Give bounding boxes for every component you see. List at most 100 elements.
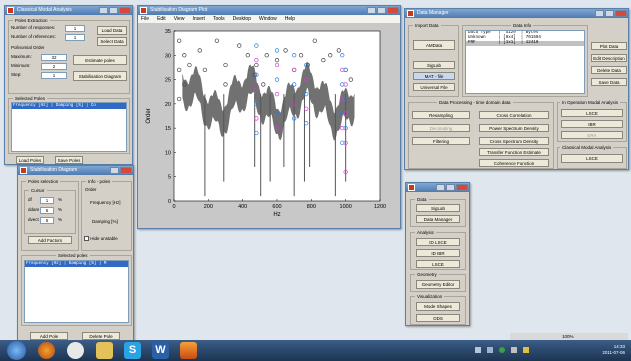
toolbox-siglab-button[interactable]: SigLab bbox=[416, 204, 460, 212]
menu-view[interactable]: View bbox=[173, 16, 185, 22]
word-icon[interactable]: W bbox=[152, 342, 169, 359]
minimize-icon[interactable] bbox=[367, 7, 376, 14]
selected-poles-header[interactable]: Frequency [Hz] | Damping [%] | Co bbox=[12, 103, 126, 109]
menu-edit[interactable]: Edit bbox=[157, 16, 166, 22]
load-data-button[interactable]: Load Data bbox=[97, 26, 127, 35]
universal-file-button[interactable]: Universal File bbox=[413, 83, 455, 91]
data-point[interactable] bbox=[292, 82, 297, 87]
data-point[interactable] bbox=[343, 82, 348, 87]
geometry-editor-button[interactable]: Geometry Editor bbox=[416, 280, 460, 289]
data-point[interactable] bbox=[304, 106, 309, 111]
data-point[interactable] bbox=[292, 116, 297, 121]
select-data-button[interactable]: Select Data bbox=[97, 37, 127, 46]
checkbox-icon[interactable] bbox=[84, 236, 89, 242]
folder-icon[interactable] bbox=[96, 342, 113, 359]
data-point[interactable] bbox=[304, 77, 309, 82]
maximize-icon[interactable] bbox=[446, 184, 455, 191]
data-point[interactable] bbox=[340, 96, 345, 102]
data-point[interactable] bbox=[343, 111, 348, 116]
data-point[interactable] bbox=[182, 53, 187, 58]
data-point[interactable] bbox=[274, 57, 280, 63]
data-point[interactable] bbox=[274, 125, 280, 131]
add-pole-button[interactable]: Add Pole bbox=[30, 332, 68, 340]
data-point[interactable] bbox=[202, 67, 208, 73]
oma-ibr-button[interactable]: IBR bbox=[561, 120, 623, 128]
data-point[interactable] bbox=[237, 43, 242, 48]
stabilisation-chart[interactable]: 0 200 400 600 800 1000 1200 0 5 10 15 20 25 30 35 Hz Ord… bbox=[138, 23, 401, 229]
maximize-icon[interactable] bbox=[605, 10, 614, 17]
minimize-icon[interactable] bbox=[99, 7, 108, 14]
ddam-input[interactable]: 5 bbox=[40, 207, 54, 214]
data-point[interactable] bbox=[348, 77, 353, 82]
menu-insert[interactable]: Insert bbox=[192, 16, 205, 22]
load-poles-button[interactable]: Load Poles bbox=[16, 156, 44, 164]
stab-selected-poles-list[interactable]: Frequency [Hz] | Damping [%] | M bbox=[24, 260, 129, 323]
data-point[interactable] bbox=[254, 130, 259, 136]
data-point[interactable] bbox=[254, 101, 259, 107]
edit-description-button[interactable]: Edit Description bbox=[591, 54, 627, 62]
ods-button[interactable]: ODS bbox=[416, 314, 460, 322]
minimize-icon[interactable] bbox=[110, 167, 119, 174]
save-poles-button[interactable]: Save Poles bbox=[55, 156, 83, 164]
menu-file[interactable]: File bbox=[141, 16, 150, 22]
add-factors-button[interactable]: Add Factors bbox=[28, 236, 72, 244]
data-point[interactable] bbox=[340, 53, 345, 58]
data-point[interactable] bbox=[304, 91, 309, 97]
data-point[interactable] bbox=[223, 82, 228, 87]
data-point[interactable] bbox=[343, 140, 348, 145]
data-point[interactable] bbox=[254, 43, 259, 48]
data-manager-titlebar[interactable]: Data Manager bbox=[405, 9, 628, 18]
maximize-icon[interactable] bbox=[377, 7, 386, 14]
firefox-icon[interactable] bbox=[38, 342, 55, 359]
data-point[interactable] bbox=[252, 72, 257, 77]
num-responses-input[interactable]: 1 bbox=[65, 25, 85, 32]
data-info-row[interactable]: Unknown | [8x4] | 701504 bbox=[468, 36, 541, 40]
data-point[interactable] bbox=[177, 38, 182, 43]
data-point[interactable] bbox=[182, 82, 187, 87]
close-icon[interactable] bbox=[119, 7, 131, 14]
menu-tools[interactable]: Tools bbox=[212, 16, 225, 22]
start-button-icon[interactable] bbox=[7, 341, 26, 360]
data-info-row-selected[interactable]: FRF | [1x1] | 12410 bbox=[466, 41, 584, 46]
data-point[interactable] bbox=[177, 96, 182, 102]
data-point[interactable] bbox=[223, 62, 228, 68]
toolbox-data-manager-button[interactable]: Data Manager bbox=[416, 215, 460, 223]
oma-era-button[interactable]: ERA bbox=[561, 131, 623, 139]
toolbox-titlebar[interactable] bbox=[406, 183, 469, 192]
tray-network-icon[interactable] bbox=[487, 347, 493, 353]
mat-file-button[interactable]: MAT - file bbox=[413, 72, 455, 80]
data-point[interactable] bbox=[340, 67, 345, 73]
data-point[interactable] bbox=[254, 87, 259, 92]
mode-shapes-button[interactable]: Mode Shapes bbox=[416, 302, 460, 311]
data-point[interactable] bbox=[304, 121, 309, 126]
minimum-input[interactable]: 2 bbox=[41, 63, 67, 70]
data-info-list[interactable]: Data Type | Size | Bytes Unknown | [8x4]… bbox=[465, 30, 585, 94]
tray-status-icon[interactable] bbox=[499, 347, 505, 353]
data-point[interactable] bbox=[261, 82, 266, 87]
toolbox-id-lsce-button[interactable]: ID LSCE bbox=[416, 238, 460, 246]
data-point[interactable] bbox=[336, 48, 341, 53]
tray-flag-icon[interactable] bbox=[475, 347, 481, 353]
stab-selected-poles-header[interactable]: Frequency [Hz] | Damping [%] | M bbox=[25, 261, 128, 267]
close-icon[interactable] bbox=[615, 10, 627, 17]
close-icon[interactable] bbox=[120, 167, 132, 174]
data-point[interactable] bbox=[274, 62, 280, 68]
data-point[interactable] bbox=[292, 67, 297, 73]
data-point[interactable] bbox=[245, 53, 250, 58]
delete-data-button[interactable]: Delete Data bbox=[591, 66, 627, 74]
save-data-button[interactable]: Save Data bbox=[591, 78, 627, 86]
maximize-icon[interactable] bbox=[109, 7, 118, 14]
toolbox-lsce-button[interactable]: LSCE bbox=[416, 260, 460, 268]
close-icon[interactable] bbox=[456, 184, 468, 191]
data-point[interactable] bbox=[274, 48, 280, 53]
data-point[interactable] bbox=[305, 62, 311, 68]
stab-window-titlebar[interactable]: Stabilisation Diagram bbox=[18, 166, 133, 175]
data-point[interactable] bbox=[343, 169, 348, 175]
data-point[interactable] bbox=[187, 62, 192, 68]
close-icon[interactable] bbox=[387, 7, 399, 14]
data-point[interactable] bbox=[177, 67, 182, 73]
data-point[interactable] bbox=[312, 38, 317, 43]
toolbox-id-ibr-button[interactable]: ID IBR bbox=[416, 249, 460, 257]
data-point[interactable] bbox=[292, 53, 297, 58]
data-point[interactable] bbox=[274, 91, 280, 97]
